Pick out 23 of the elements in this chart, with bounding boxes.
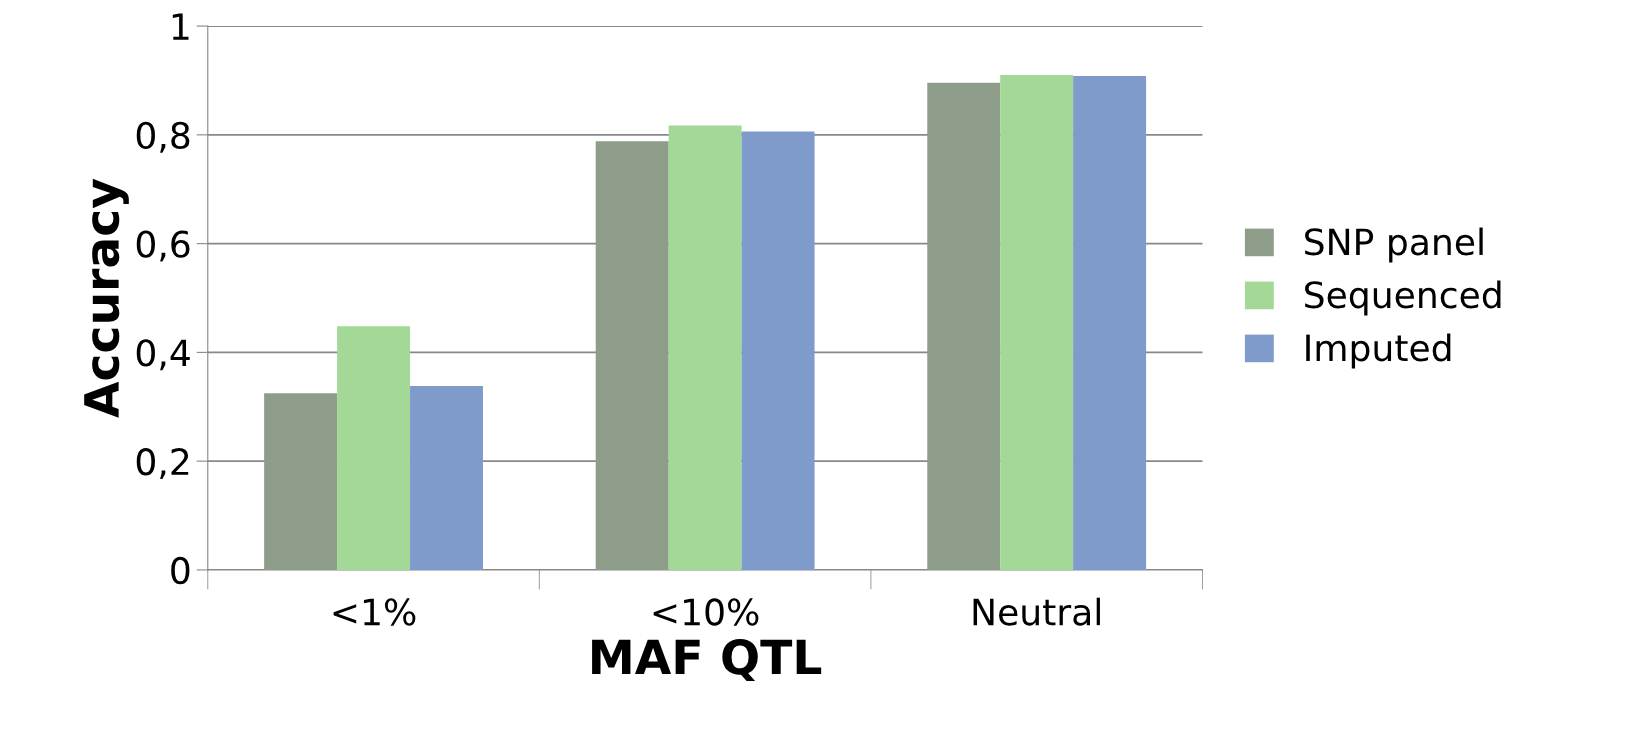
x-axis-title: MAF QTL [592, 639, 822, 681]
bar [668, 125, 742, 570]
bar [337, 326, 411, 570]
bar [741, 131, 815, 570]
x-tick-label: <10% [653, 598, 759, 626]
y-tick-label: 0,6 [136, 230, 190, 262]
y-axis-title: Accuracy [84, 178, 129, 418]
x-tick-label: Neutral [973, 597, 1100, 626]
y-tick-label: 1 [172, 13, 189, 40]
x-tick-label: <1% [333, 598, 416, 626]
legend-label: Sequenced [1305, 280, 1501, 316]
bar [1000, 75, 1074, 570]
y-tick-label: 0,2 [136, 448, 189, 480]
bar [410, 386, 483, 570]
y-tick-label: 0,4 [136, 339, 190, 371]
y-tick-label: 0 [171, 556, 190, 585]
bar [927, 82, 1001, 570]
bar [264, 393, 338, 570]
bar [595, 141, 669, 570]
bar [1073, 76, 1147, 570]
legend-label: SNP panel [1305, 227, 1483, 263]
y-tick-label: 0,8 [136, 121, 190, 153]
legend-label: Imputed [1306, 333, 1451, 369]
